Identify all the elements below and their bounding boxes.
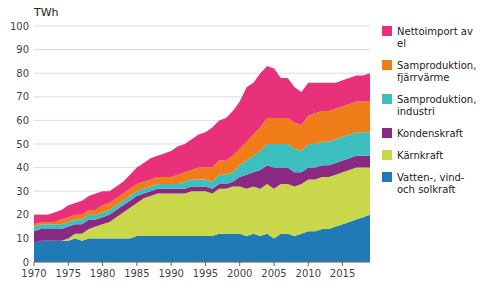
x-tick — [171, 262, 172, 266]
x-tick-label: 1980 — [90, 268, 115, 279]
legend-label-line: industri — [397, 106, 435, 117]
legend-label-line: Kondenskraft — [397, 128, 463, 139]
y-tick-label: 60 — [16, 115, 29, 126]
x-tick-label: 2015 — [330, 268, 355, 279]
x-tick — [239, 262, 240, 266]
legend-label-line: el — [397, 38, 406, 49]
legend-swatch — [382, 60, 392, 70]
x-tick — [274, 262, 275, 266]
x-tick-label: 2010 — [296, 268, 321, 279]
legend-swatch — [382, 172, 392, 182]
y-tick-label: 10 — [16, 233, 29, 244]
y-tick-label: 80 — [16, 68, 29, 79]
x-tick — [136, 262, 137, 266]
plot-area — [34, 66, 370, 262]
legend-label-line: Vatten-, vind- — [397, 172, 465, 183]
y-axis-label: TWh — [33, 6, 59, 19]
x-tick — [68, 262, 69, 266]
y-tick-label: 100 — [10, 21, 29, 32]
x-tick-label: 2005 — [261, 268, 286, 279]
x-tick — [102, 262, 103, 266]
legend-label: Samproduktion,fjärrvärme — [397, 60, 476, 83]
legend-label: Kondenskraft — [397, 128, 463, 139]
legend-label-line: Kärnkraft — [397, 150, 443, 161]
legend-swatch — [382, 150, 392, 160]
legend-label-line: fjärrvärme — [397, 72, 449, 83]
legend-label-line: Nettoimport av — [397, 26, 473, 37]
x-axis-line — [34, 262, 370, 263]
x-tick-label: 1990 — [158, 268, 183, 279]
legend-swatch — [382, 94, 392, 104]
legend-swatch — [382, 26, 392, 36]
y-tick-label: 70 — [16, 91, 29, 102]
chart: 0 10 20 30 40 50 60 70 80 90 100 TWh 1970 1975 1980 198… — [0, 0, 492, 290]
grid-line — [34, 49, 370, 50]
x-tick-label: 2000 — [227, 268, 252, 279]
legend-label-line: och solkraft — [397, 184, 456, 195]
legend-label: Vatten-, vind-och solkraft — [397, 172, 465, 195]
x-tick — [308, 262, 309, 266]
legend-label: Nettoimport avel — [397, 26, 473, 49]
legend-label-line: Samproduktion, — [397, 60, 476, 71]
grid-line — [34, 73, 370, 74]
legend-label: Kärnkraft — [397, 150, 443, 161]
x-tick-label: 1975 — [56, 268, 81, 279]
legend-label: Samproduktion,industri — [397, 94, 476, 117]
x-tick-label: 1985 — [124, 268, 149, 279]
y-tick-label: 50 — [16, 139, 29, 150]
legend-swatch — [382, 128, 392, 138]
x-tick — [342, 262, 343, 266]
grid-line — [34, 262, 370, 263]
y-tick-label: 20 — [16, 209, 29, 220]
x-tick-label: 1970 — [21, 268, 46, 279]
x-tick-label: 1995 — [193, 268, 218, 279]
grid-line — [34, 26, 370, 27]
y-tick-label: 90 — [16, 44, 29, 55]
legend-label-line: Samproduktion, — [397, 94, 476, 105]
y-tick-label: 0 — [23, 257, 29, 268]
x-tick — [34, 262, 35, 266]
y-tick-label: 40 — [16, 162, 29, 173]
x-tick — [205, 262, 206, 266]
y-tick-label: 30 — [16, 186, 29, 197]
area — [34, 66, 370, 224]
